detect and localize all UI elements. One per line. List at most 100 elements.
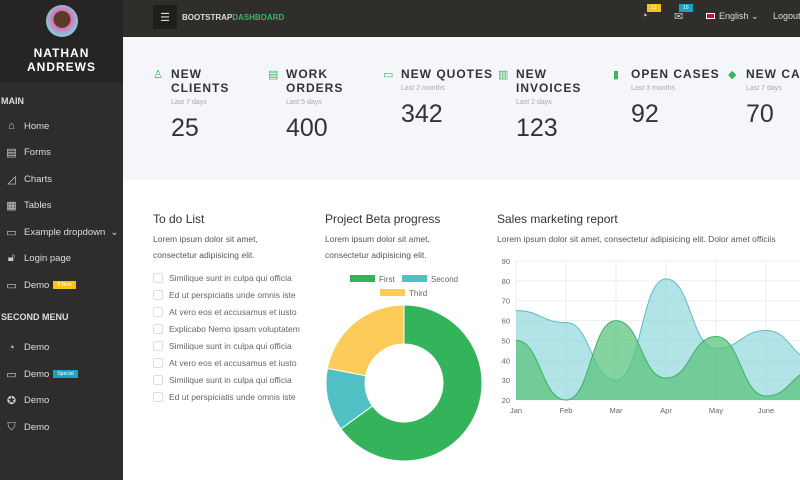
sidebar-item-tables[interactable]: ▦ Tables xyxy=(0,193,123,220)
section-second: SECOND MENU xyxy=(1,311,69,322)
todo-checkbox[interactable] xyxy=(153,392,163,402)
x-tick-label: Feb xyxy=(560,406,573,415)
chart-icon: ◿ xyxy=(7,173,16,186)
todo-item: Similique sunt in culpa qui officia xyxy=(153,270,318,287)
project-desc: Lorem ipsum dolor sit amet, consectetur … xyxy=(325,234,430,260)
sidebar-item-example-dropdown[interactable]: ▭ Example dropdown ⌄ xyxy=(0,219,123,246)
todo-checkbox[interactable] xyxy=(153,273,163,283)
language-dropdown[interactable]: English ⌄ xyxy=(706,11,759,22)
x-tick-label: May xyxy=(709,406,723,415)
y-tick-label: 70 xyxy=(502,297,510,306)
todo-desc: Lorem ipsum dolor sit amet, consectetur … xyxy=(153,234,258,260)
mail-icon[interactable]: ✉ xyxy=(674,11,684,23)
todo-item: Similique sunt in culpa qui officia xyxy=(153,338,318,355)
project-title: Project Beta progress xyxy=(325,212,441,226)
grid-icon: ▦ xyxy=(6,200,17,213)
todo-item: At vero eos et accusamus et iusto xyxy=(153,304,318,321)
sidebar-item-label: Home xyxy=(24,120,50,132)
sidebar-item-label: Demo xyxy=(24,279,50,291)
todo-text: At vero eos et accusamus et iusto xyxy=(169,358,297,368)
home-icon: ⌂ xyxy=(8,120,15,133)
award-icon: ✪ xyxy=(6,395,17,408)
sidebar-item-label: Forms xyxy=(24,147,51,159)
stat-title: NEW QUOTES xyxy=(401,67,494,81)
legend-label: Second xyxy=(431,275,458,284)
top-navbar: ☰ BOOTSTRAPDASHBOARD ◔ 12 ✉ 10 English ⌄… xyxy=(123,0,800,37)
sidebar-item-demo[interactable]: ◔ Demo xyxy=(0,335,123,362)
todo-checkbox[interactable] xyxy=(153,341,163,351)
todo-text: Explicabo Nemo ipsam voluptatem xyxy=(169,324,300,334)
sidebar-item-demo[interactable]: ✪ Demo xyxy=(0,388,123,415)
chevron-down-icon: ⌄ xyxy=(110,226,119,238)
todo-item: Ed ut perspiciatis unde omnis iste xyxy=(153,389,318,406)
y-tick-label: 90 xyxy=(502,257,510,266)
stat-title: WORK ORDERS xyxy=(286,67,344,95)
sidebar-item-label: Charts xyxy=(24,173,52,185)
stat-value: 25 xyxy=(171,114,199,142)
line-series-1 xyxy=(515,278,800,381)
sidebar-item-demo[interactable]: ⛉ Demo xyxy=(0,414,123,441)
sales-desc: Lorem ipsum dolor sit amet, consectetur … xyxy=(497,234,776,244)
stat-value: 92 xyxy=(631,100,659,128)
todo-title: To do List xyxy=(153,212,205,226)
monitor-icon: ▭ xyxy=(6,368,17,381)
window-icon: ▭ xyxy=(383,69,394,81)
notification-badge: 12 xyxy=(647,4,661,12)
stat-card: ▥ NEW INVOICES Last 2 days 123 xyxy=(498,67,613,143)
legend-label: First xyxy=(379,275,395,284)
stat-period: Last 7 days xyxy=(171,99,207,106)
donut-slice-third xyxy=(326,304,405,377)
legend-swatch xyxy=(380,289,405,296)
stat-card: ◆ NEW CASES Last 7 days 70 xyxy=(728,67,800,129)
todo-item: At vero eos et accusamus et iusto xyxy=(153,355,318,372)
stat-title: NEW INVOICES xyxy=(516,67,582,95)
sidebar-item-login-page[interactable]: 🔓︎ Login page xyxy=(0,246,123,273)
todo-item: Ed ut perspiciatis unde omnis iste xyxy=(153,287,318,304)
sidebar-item-home[interactable]: ⌂ Home xyxy=(0,113,123,140)
sidebar: NATHAN ANDREWS MAIN ⌂ Home ▤ Forms ◿ Charts ▦ T… xyxy=(0,0,123,480)
todo-checkbox[interactable] xyxy=(153,307,163,317)
sidebar-item-label: Tables xyxy=(24,200,52,212)
hamburger-icon: ☰ xyxy=(160,11,170,24)
sidebar-item-label: Demo xyxy=(24,368,50,380)
uk-flag-icon xyxy=(706,13,715,19)
sidebar-item-charts[interactable]: ◿ Charts xyxy=(0,166,123,193)
sales-title: Sales marketing report xyxy=(497,212,618,226)
stat-card: ♙ NEW CLIENTS Last 7 days 25 xyxy=(153,67,268,143)
brand-logo[interactable]: BOOTSTRAPDASHBOARD xyxy=(182,13,285,22)
logout-link[interactable]: Logout xyxy=(773,11,800,21)
sidebar-item-label: Login page xyxy=(24,253,72,265)
sidebar-item-forms[interactable]: ▤ Forms xyxy=(0,140,123,167)
stat-title: NEW CASES xyxy=(746,67,800,81)
sidebar-item-demo[interactable]: ▭ Demo 8 New xyxy=(0,272,123,299)
todo-checkbox[interactable] xyxy=(153,358,163,368)
avatar[interactable] xyxy=(45,5,78,37)
sidebar-item-label: Example dropdown xyxy=(24,226,106,238)
menu-toggle-button[interactable]: ☰ xyxy=(153,5,177,29)
item-badge: 8 New xyxy=(53,281,76,290)
item-badge: Special xyxy=(53,370,78,379)
stat-period: Last 2 days xyxy=(516,99,552,106)
todo-checkbox[interactable] xyxy=(153,375,163,385)
notification-icon[interactable]: ◔ xyxy=(641,10,648,22)
user-icon: ♙ xyxy=(153,69,163,81)
shield-icon: ⛉ xyxy=(7,420,16,433)
legend-swatch xyxy=(350,275,375,282)
todo-checkbox[interactable] xyxy=(153,324,163,334)
todo-checkbox[interactable] xyxy=(153,290,163,300)
todo-text: Similique sunt in culpa qui officia xyxy=(169,375,292,385)
x-tick-label: Apr xyxy=(660,406,672,415)
legend-label: Third xyxy=(409,289,427,298)
clipboard-icon: ▤ xyxy=(268,69,279,81)
legend-swatch xyxy=(402,275,427,282)
x-tick-label: Jan xyxy=(510,406,522,415)
sidebar-item-demo[interactable]: ▭ Demo Special xyxy=(0,361,123,388)
line-series-2 xyxy=(515,320,800,401)
y-tick-label: 80 xyxy=(502,277,510,286)
stat-value: 400 xyxy=(286,114,328,142)
pie-icon: ◔ xyxy=(8,341,15,354)
todo-text: Ed ut perspiciatis unde omnis iste xyxy=(169,392,296,402)
donut-slice-first xyxy=(340,304,483,462)
stat-card: ▤ WORK ORDERS Last 5 days 400 xyxy=(268,67,383,143)
area-series-2 xyxy=(516,320,800,400)
